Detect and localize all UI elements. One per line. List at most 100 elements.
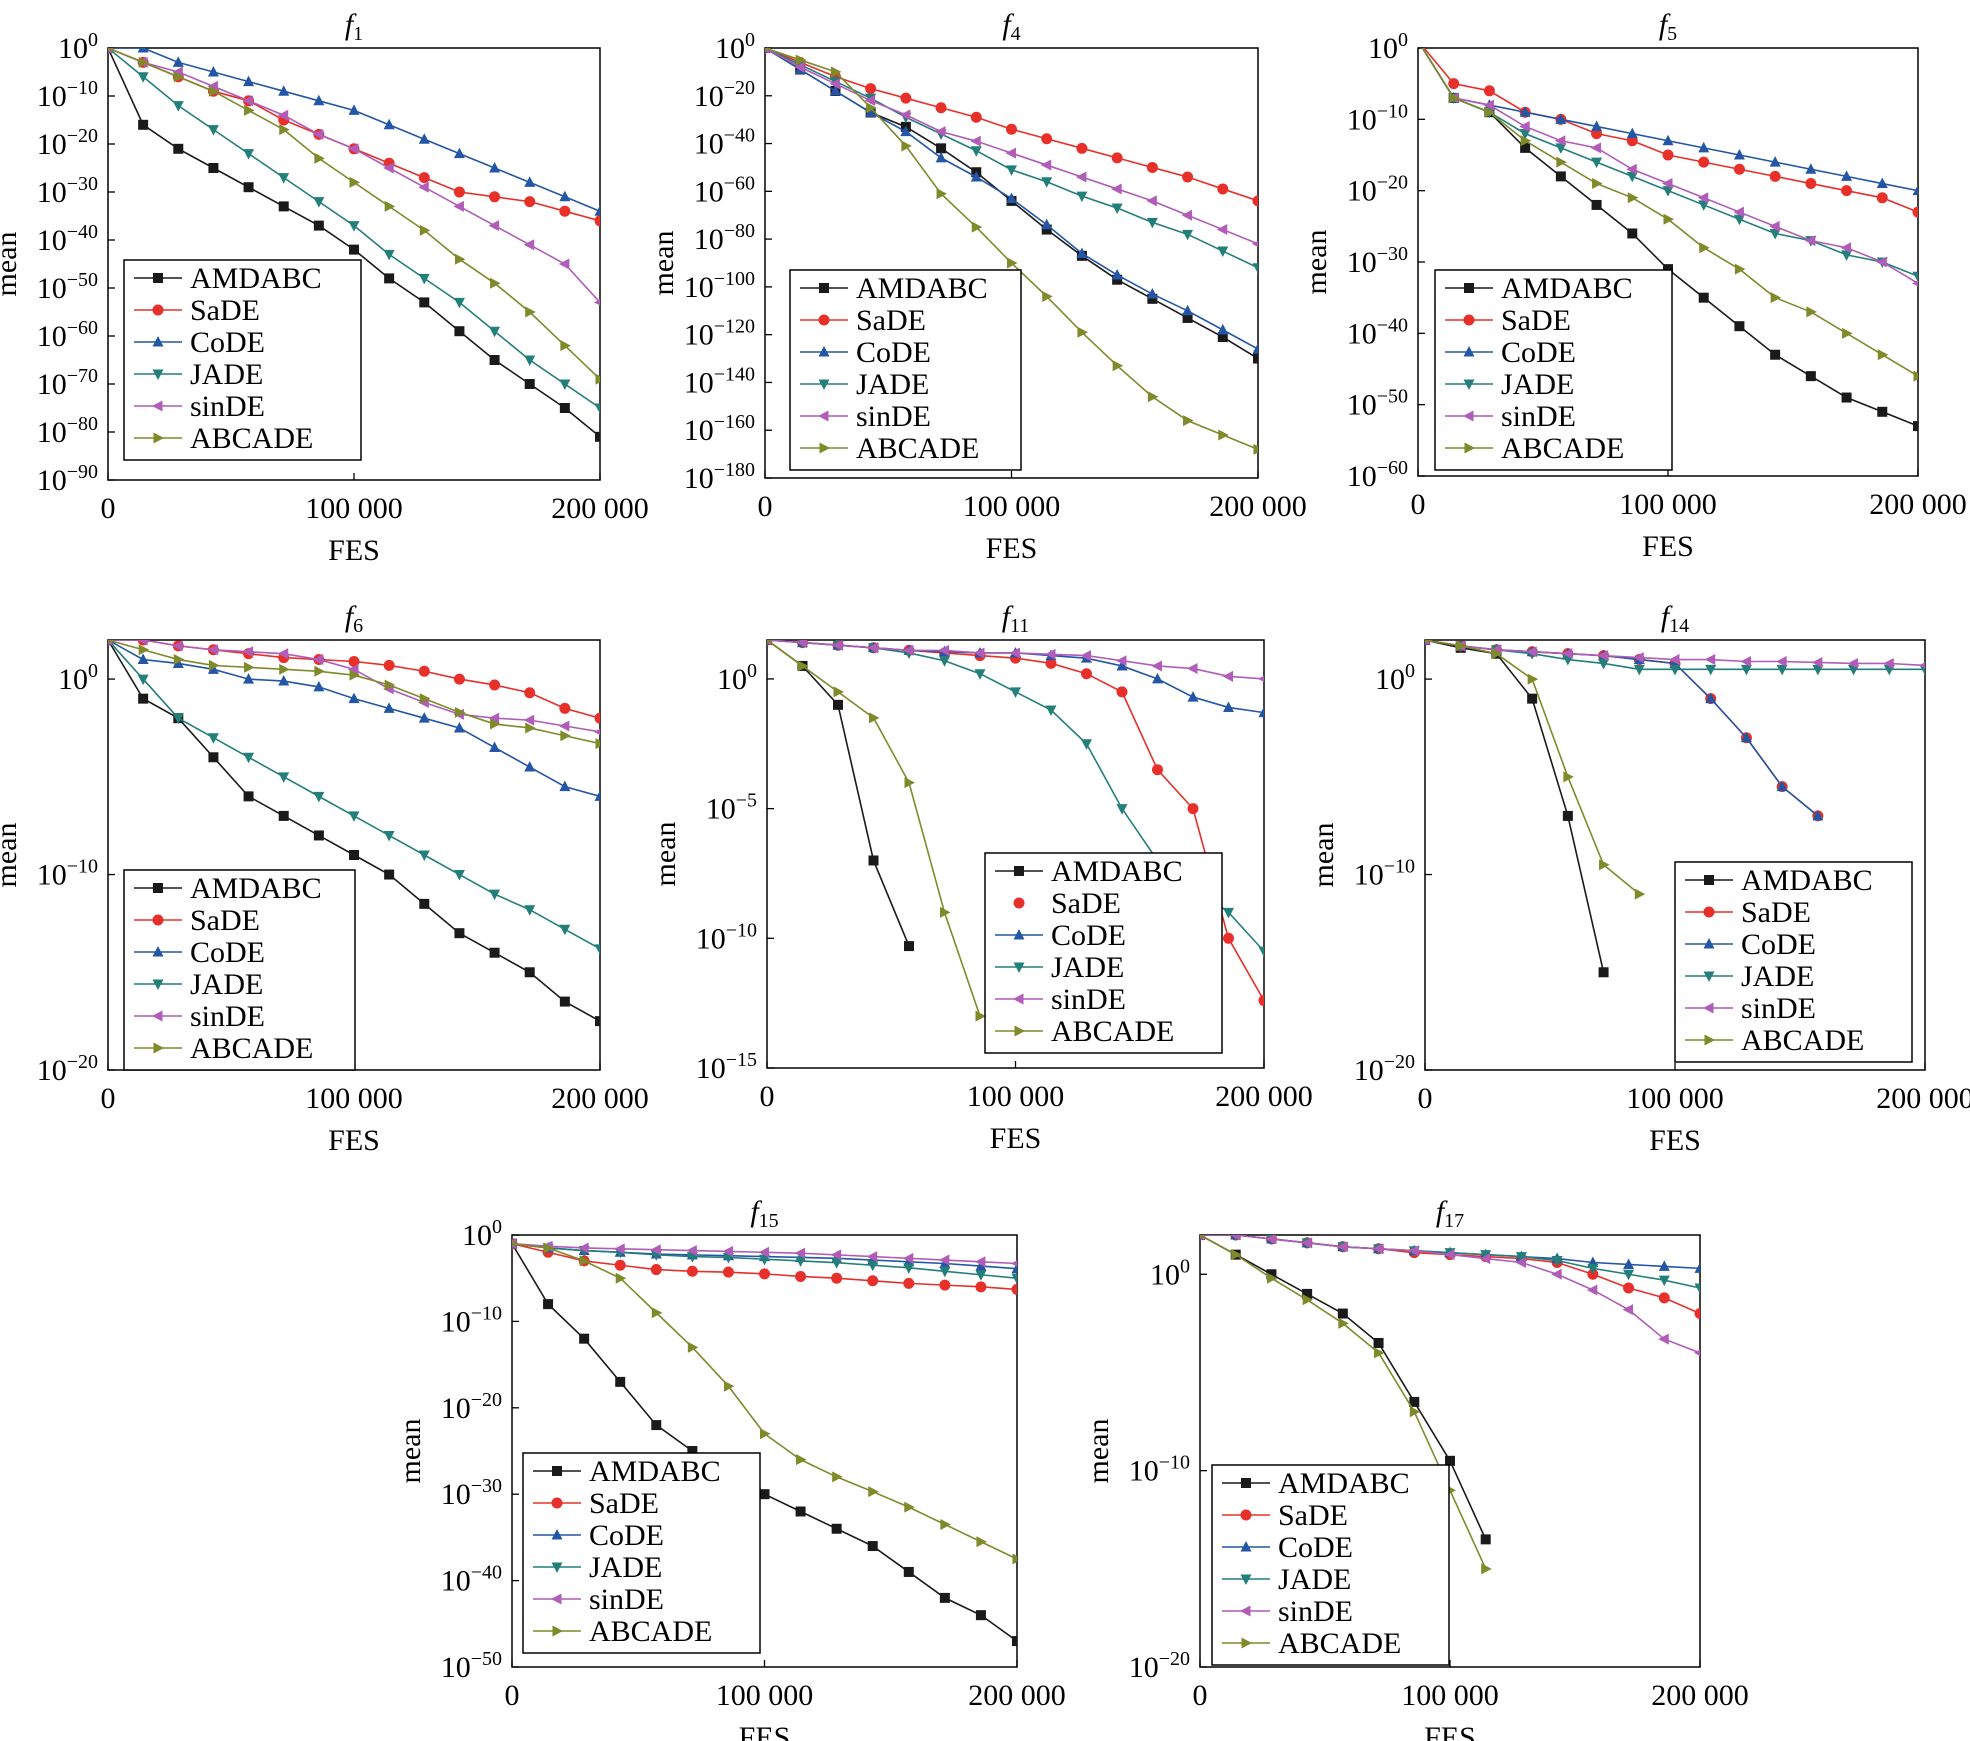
- data-point-abcade: [1077, 326, 1088, 338]
- data-point-jade: [137, 674, 149, 686]
- y-tick-label: 10−50: [37, 269, 98, 305]
- y-tick-label: 100: [717, 660, 757, 696]
- data-point-sade: [489, 191, 501, 203]
- data-point-sinde: [1658, 1333, 1669, 1345]
- data-point-sinde: [938, 644, 949, 656]
- data-point-jade: [1146, 217, 1158, 229]
- data-point-jade: [1519, 129, 1531, 140]
- data-point-amdabc: [313, 220, 324, 231]
- data-point-code: [829, 85, 841, 96]
- x-tick-label: 200 000: [1876, 1082, 1970, 1115]
- data-point-abcade: [868, 1486, 879, 1498]
- data-point-amdabc: [384, 869, 395, 880]
- data-point-jade: [1515, 1252, 1527, 1263]
- data-point-abcade: [1012, 1553, 1017, 1565]
- legend-marker: [819, 283, 829, 293]
- legend-box: [522, 1452, 761, 1654]
- data-point-sinde: [970, 135, 981, 147]
- data-point-sade: [1076, 142, 1088, 154]
- data-point-sade: [1252, 195, 1258, 207]
- data-point-sade: [1876, 192, 1888, 204]
- data-point-jade: [1217, 246, 1229, 258]
- data-point-amdabc: [559, 403, 570, 413]
- data-point-sinde: [650, 1244, 661, 1256]
- data-point-abcade: [904, 777, 915, 789]
- legend-box: [1674, 861, 1913, 1063]
- y-axis-title: mean: [394, 1419, 427, 1484]
- data-point-abcade: [1253, 443, 1258, 455]
- x-tick-label: 100 000: [1401, 1679, 1499, 1712]
- data-point-sade: [1623, 1282, 1635, 1294]
- data-point-abcade: [1491, 648, 1503, 660]
- data-point-amdabc: [208, 752, 219, 763]
- data-point-jade: [1011, 1273, 1017, 1285]
- data-point-sinde: [1876, 256, 1887, 268]
- data-point-amdabc: [1598, 967, 1609, 978]
- series-sinde: [1421, 48, 1918, 287]
- x-tick-label: 200 000: [1651, 1679, 1749, 1712]
- legend-label-amdabc: AMDABC: [1501, 272, 1633, 305]
- data-point-jade: [1776, 664, 1788, 676]
- data-point-sinde: [1372, 1243, 1384, 1255]
- data-point-amdabc: [454, 326, 465, 337]
- series-jade: [108, 48, 600, 414]
- data-point-amdabc: [524, 967, 535, 978]
- data-point-amdabc: [138, 693, 149, 704]
- y-tick-label: 10−10: [696, 919, 757, 955]
- legend-marker: [551, 1593, 562, 1605]
- data-point-sade: [1146, 161, 1158, 173]
- data-point-sade: [975, 1281, 987, 1293]
- data-point-abcade: [1425, 640, 1431, 644]
- data-point-jade: [594, 403, 600, 414]
- data-point-jade: [974, 669, 986, 680]
- data-point-sade: [1151, 764, 1163, 776]
- legend-marker: [152, 304, 164, 316]
- data-point-amdabc: [1480, 1534, 1491, 1545]
- legend-box: [1434, 269, 1673, 471]
- data-point-jade: [1258, 946, 1264, 958]
- series-code: [1421, 48, 1918, 196]
- chart-panel-3: f5 100 10−10 10−20 10−30 10−40 10−50 10−600 100 …: [1300, 8, 1967, 563]
- series-sinde: [767, 640, 1264, 683]
- data-point-sinde: [1597, 650, 1609, 662]
- data-point-sinde: [1115, 655, 1127, 667]
- y-tick-label: 10−20: [441, 1389, 502, 1425]
- data-point-sinde: [1919, 662, 1925, 669]
- data-point-amdabc: [1217, 332, 1228, 343]
- x-axis-title: FES: [1649, 1124, 1701, 1157]
- x-tick-label: 200 000: [968, 1679, 1066, 1712]
- y-tick-label: 10−5: [706, 790, 757, 826]
- data-point-code: [1912, 184, 1918, 196]
- legend-marker: [818, 379, 830, 390]
- data-point-abcade: [1527, 673, 1539, 685]
- legend-marker: [1013, 929, 1025, 940]
- x-tick-label: 0: [758, 490, 773, 523]
- data-point-jade: [137, 72, 149, 83]
- y-tick-label: 10−60: [37, 317, 98, 353]
- data-point-code: [1740, 731, 1752, 743]
- data-point-sade: [759, 1268, 770, 1280]
- data-point-sinde: [1258, 675, 1264, 683]
- data-point-sinde: [1011, 1260, 1017, 1267]
- legend-marker: [819, 442, 830, 454]
- data-point-sade: [1222, 932, 1234, 944]
- data-point-jade: [1555, 143, 1567, 154]
- data-point-jade: [1252, 263, 1258, 274]
- plot-area: [767, 640, 1264, 1022]
- data-point-abcade: [454, 253, 466, 265]
- legend-marker: [1703, 1002, 1714, 1014]
- data-point-sade: [1011, 1283, 1017, 1295]
- x-tick-label: 200 000: [1215, 1080, 1313, 1113]
- data-point-sade: [418, 172, 430, 184]
- data-point-amdabc: [243, 182, 254, 193]
- data-point-sinde: [1080, 650, 1091, 662]
- legend-label-jade: JADE: [190, 358, 263, 391]
- data-point-sinde: [902, 644, 914, 656]
- data-point-sade: [1662, 149, 1674, 161]
- data-point-abcade: [1913, 370, 1918, 382]
- data-point-code: [935, 151, 947, 163]
- data-point-sinde: [722, 1245, 733, 1257]
- data-point-abcade: [490, 277, 501, 289]
